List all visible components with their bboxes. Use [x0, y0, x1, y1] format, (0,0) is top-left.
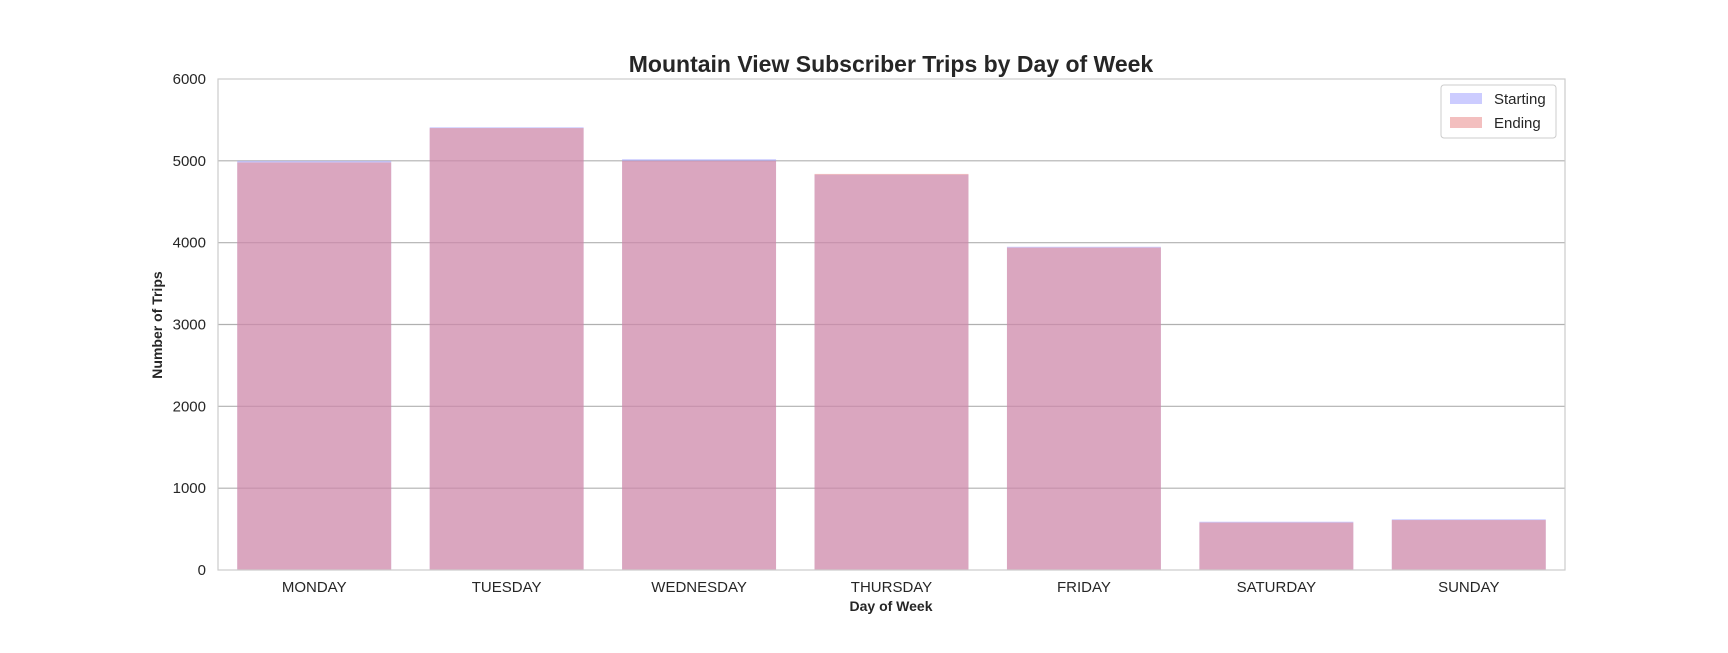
y-tick-label: 1000	[173, 480, 206, 497]
legend: Starting Ending	[1440, 84, 1557, 139]
y-tick-label: 5000	[173, 153, 206, 170]
bar-ending-friday	[1006, 247, 1161, 570]
y-tick-label: 4000	[173, 235, 206, 252]
x-axis-label: Day of Week	[850, 598, 933, 614]
y-tick-label: 0	[198, 562, 206, 579]
plot-frame	[217, 78, 1566, 571]
y-tick-label: 2000	[173, 398, 206, 415]
legend-label-starting: Starting	[1494, 91, 1546, 108]
bar-ending-thursday	[814, 173, 969, 570]
bars	[237, 127, 1546, 571]
bar-ending-monday	[237, 162, 392, 570]
bar-ending-wednesday	[622, 160, 777, 571]
y-tick-labels: 0 1000 2000 3000 4000 5000 6000	[173, 71, 206, 579]
x-tick-label: WEDNESDAY	[651, 579, 747, 596]
x-tick-label: TUESDAY	[472, 579, 542, 596]
x-tick-label: THURSDAY	[851, 579, 932, 596]
legend-swatch-starting	[1450, 93, 1482, 104]
bar-ending-saturday	[1199, 522, 1354, 570]
chart-title: Mountain View Subscriber Trips by Day of…	[629, 51, 1154, 77]
y-tick-label: 6000	[173, 71, 206, 88]
bar-ending-sunday	[1391, 520, 1546, 570]
x-tick-label: SATURDAY	[1237, 579, 1316, 596]
x-tick-label: MONDAY	[282, 579, 347, 596]
legend-label-ending: Ending	[1494, 115, 1541, 132]
x-tick-labels: MONDAY TUESDAY WEDNESDAY THURSDAY FRIDAY SATU…	[282, 579, 1500, 596]
y-axis-label: Number of Trips	[149, 271, 165, 379]
bar-ending-tuesday	[429, 128, 584, 570]
legend-swatch-ending	[1450, 117, 1482, 128]
x-tick-label: SUNDAY	[1438, 579, 1499, 596]
y-tick-label: 3000	[173, 317, 206, 334]
x-tick-label: FRIDAY	[1057, 579, 1111, 596]
